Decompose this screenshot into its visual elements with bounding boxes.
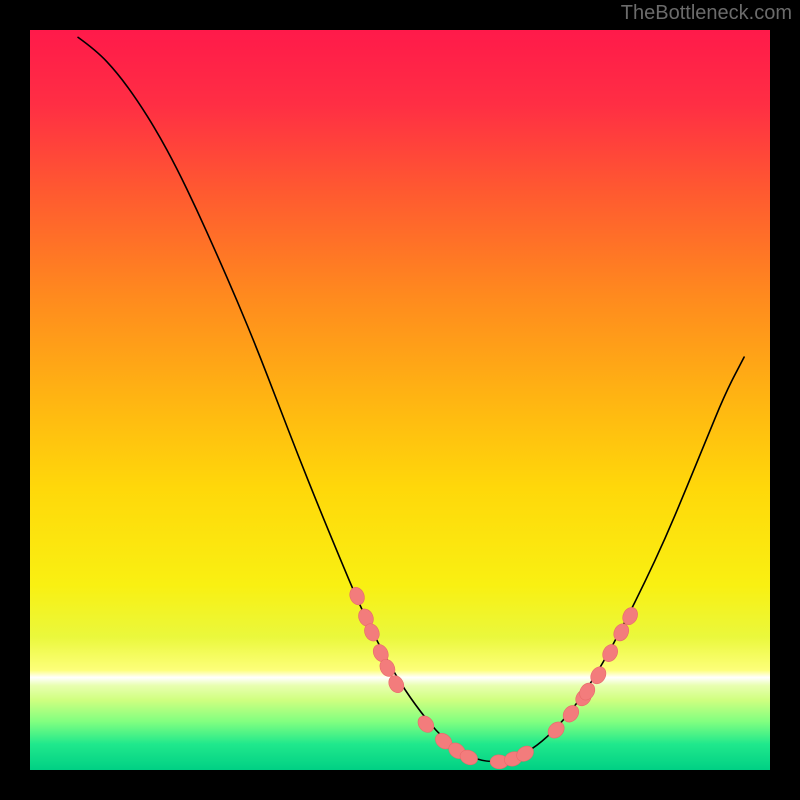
chart-root: TheBottleneck.com [0,0,800,800]
bottleneck-chart [0,0,800,800]
plot-background [30,30,770,770]
watermark-text: TheBottleneck.com [621,2,792,25]
